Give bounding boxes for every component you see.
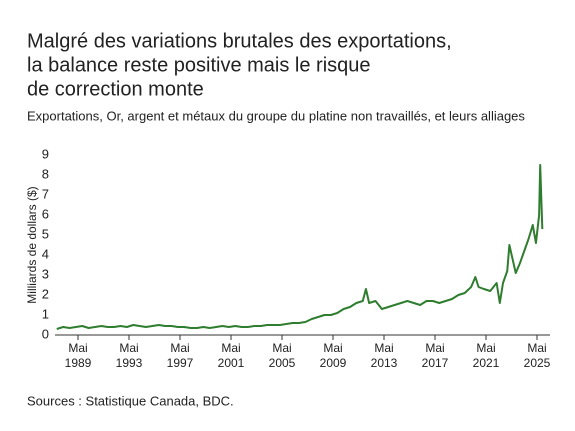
x-tick-label: Mai 2013 [370, 341, 398, 370]
x-tick-label: Mai 1993 [115, 341, 143, 370]
y-tick-label: 3 [42, 266, 49, 281]
y-tick-label: 2 [42, 286, 49, 301]
x-tick-label: Mai 2021 [472, 341, 500, 370]
y-axis-label: Milliards de dollars ($) [25, 186, 39, 303]
x-tick-label: Mai 2017 [421, 341, 449, 370]
y-tick-label: 4 [42, 246, 49, 261]
x-tick-label: Mai 2005 [268, 341, 296, 370]
x-tick-label: Mai 2025 [523, 341, 551, 370]
y-tick-label: 8 [42, 166, 49, 181]
source: Sources : Statistique Canada, BDC. [27, 393, 234, 408]
chart-title: Malgré des variations brutales des expor… [27, 30, 452, 52]
chart-title: la balance reste positive mais le risque [27, 54, 371, 76]
y-tick-label: 9 [42, 146, 49, 161]
chart-subtitle: Exportations, Or, argent et métaux du gr… [27, 108, 525, 123]
chart-title: de correction monte [27, 78, 204, 100]
y-tick-label: 5 [42, 226, 49, 241]
y-tick-label: 1 [42, 306, 49, 321]
x-tick-label: Mai 2001 [217, 341, 245, 370]
y-tick-label: 6 [42, 206, 49, 221]
x-tick-label: Mai 1989 [64, 341, 92, 370]
y-tick-label: 7 [42, 186, 49, 201]
y-tick-label: 0 [42, 326, 49, 341]
x-tick-label: Mai 1997 [166, 341, 194, 370]
x-tick-label: Mai 2009 [319, 341, 347, 370]
line-series [56, 164, 544, 330]
